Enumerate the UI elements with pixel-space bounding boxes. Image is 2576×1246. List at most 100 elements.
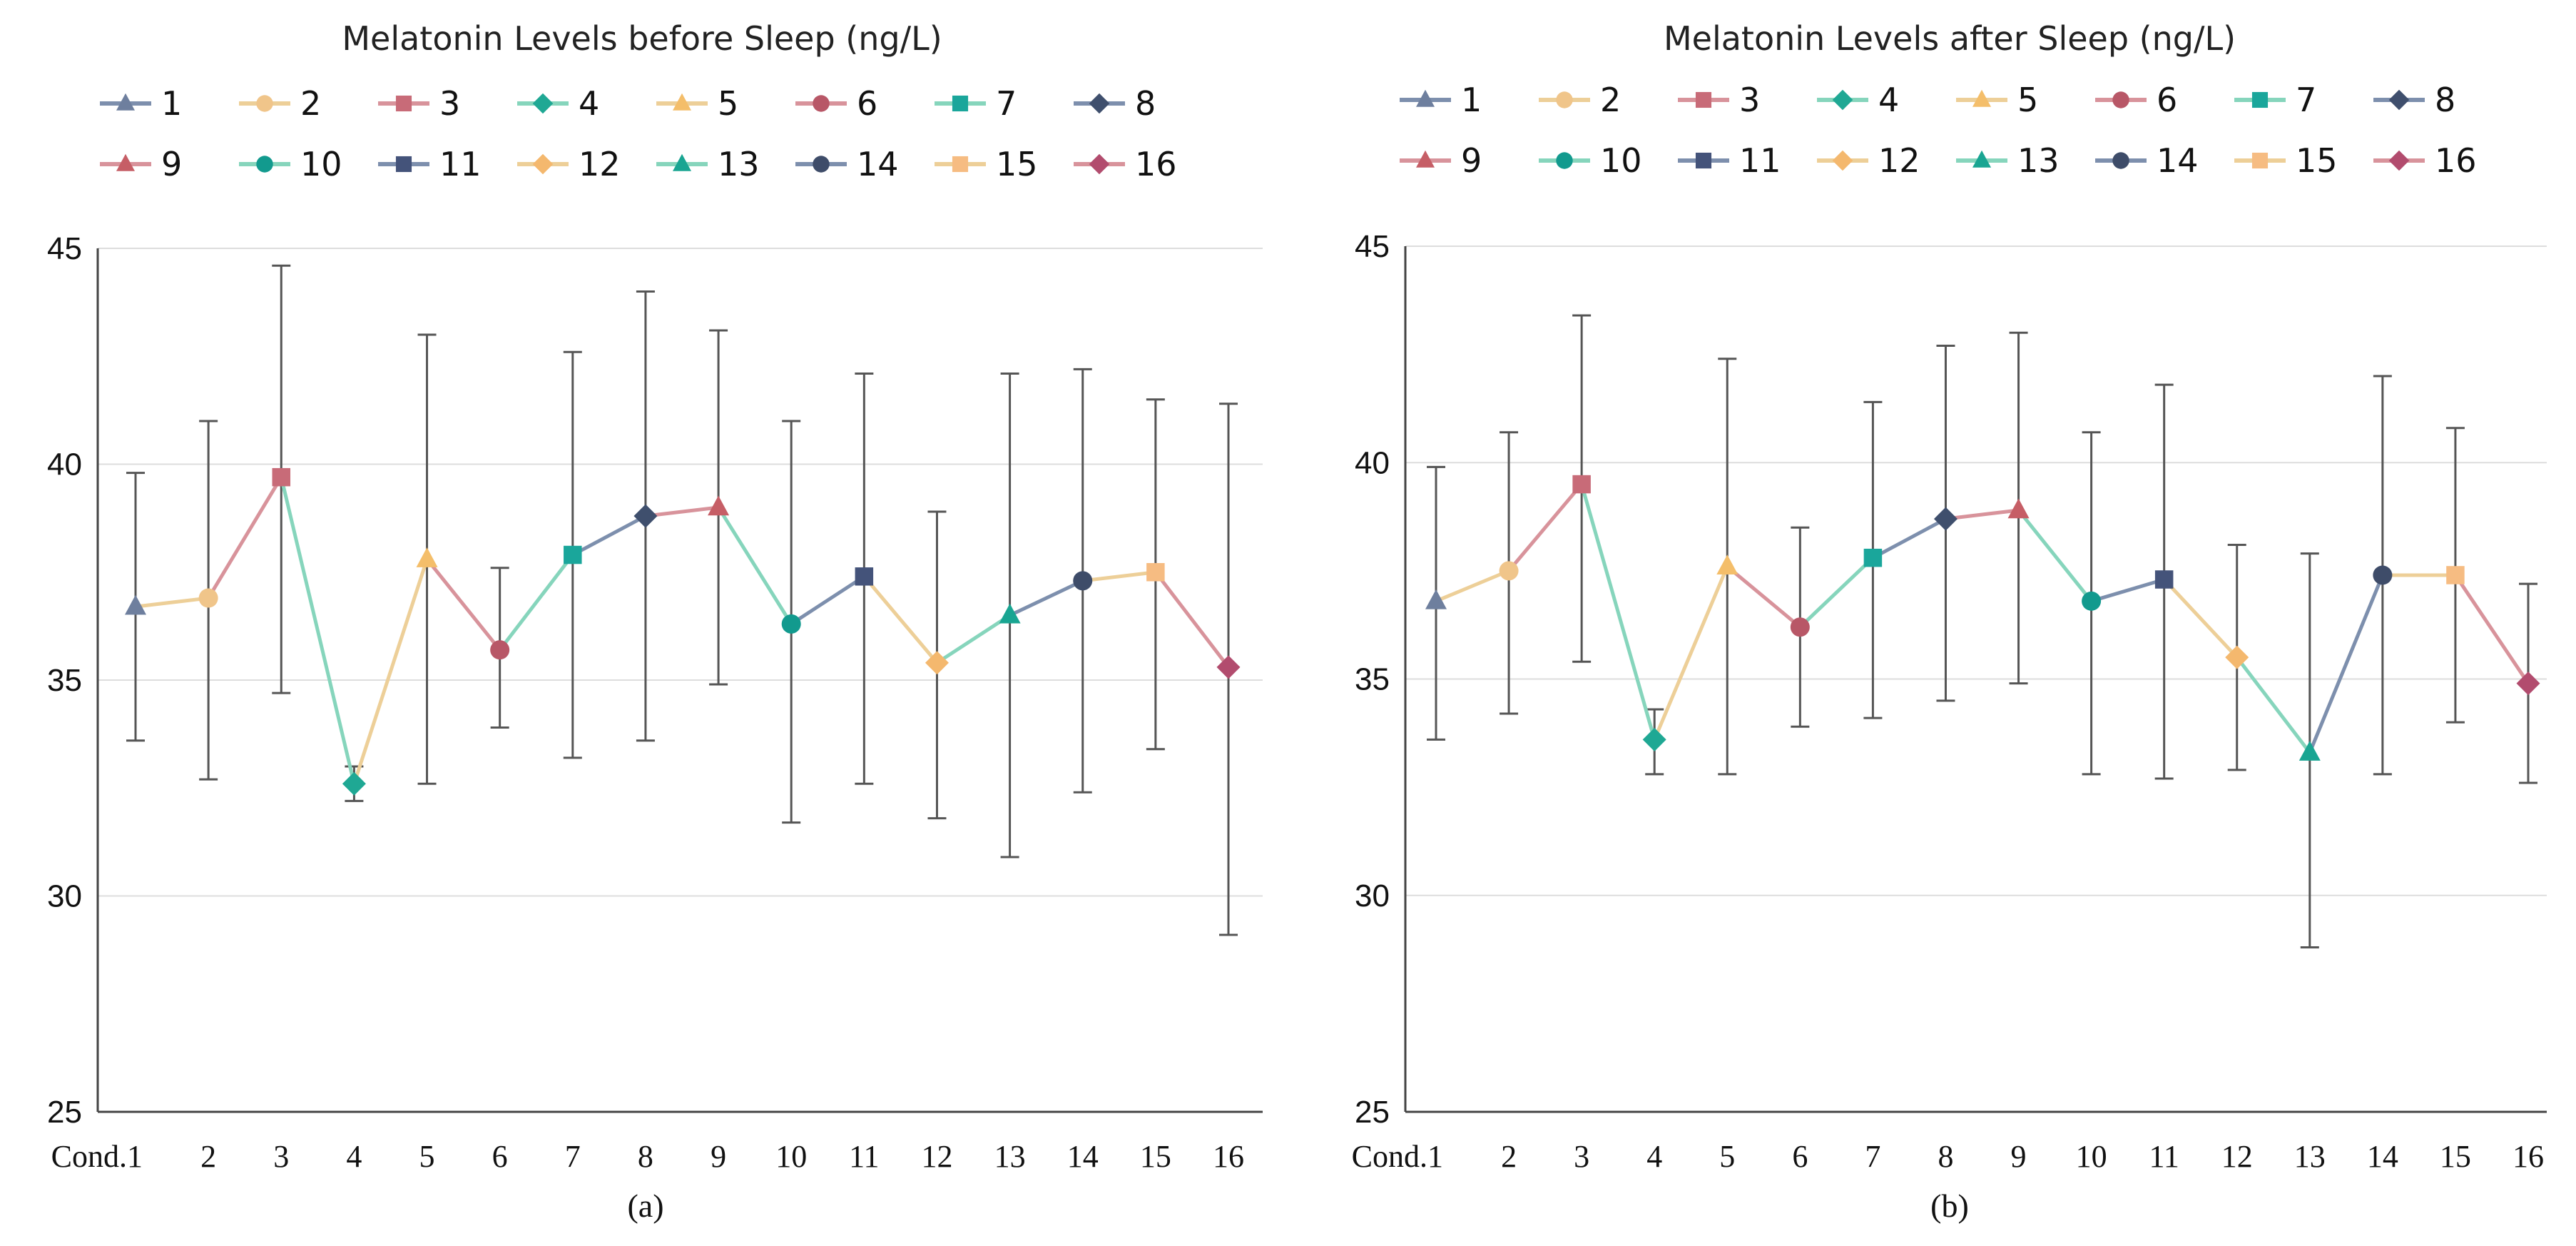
- legend-entry-before-16: 16: [1074, 145, 1177, 183]
- series-line-before-4-5: [352, 557, 429, 786]
- legend-label: 3: [1739, 81, 1760, 119]
- legend-entry-after-10: 10: [1539, 141, 1642, 180]
- series-line-after-4-5: [1652, 564, 1729, 741]
- legend-marker-swatch: [116, 93, 135, 111]
- legend-marker-swatch: [1695, 152, 1712, 169]
- data-point-before-2: [198, 588, 218, 608]
- series-line-before-2-3: [206, 475, 283, 600]
- series-line-after-9-10: [2017, 508, 2094, 603]
- legend-marker-swatch: [813, 95, 830, 112]
- series-line-before-8-9: [643, 505, 721, 518]
- gridlines-before-sleep: [98, 248, 1263, 897]
- series-line-after-13-14: [2308, 573, 2385, 755]
- x-axis-ticks-before-sleep: Cond.1 2 3 4 5 6 7 8 9 10 11 12 13 14 15 16: [51, 1139, 1244, 1174]
- data-point-before-6: [490, 640, 510, 660]
- legend-label: 9: [1461, 141, 1482, 180]
- data-point-after-10: [2082, 591, 2102, 611]
- legend-marker-swatch: [532, 93, 554, 114]
- legend-label: 2: [300, 84, 321, 123]
- x-tick-label: 7: [1865, 1139, 1880, 1174]
- legend-label: 14: [857, 145, 899, 183]
- legend-label: 5: [2017, 81, 2038, 119]
- legend-marker-swatch: [1832, 89, 1853, 111]
- series-line-before-1-2: [133, 596, 210, 609]
- x-tick-label: 15: [1140, 1139, 1171, 1174]
- x-tick-label: 14: [1067, 1139, 1099, 1174]
- data-point-before-3: [272, 467, 291, 487]
- legend-marker-swatch: [1695, 91, 1712, 108]
- legend-entry-after-14: 14: [2095, 141, 2199, 180]
- x-tick-label: 4: [1646, 1139, 1662, 1174]
- panel-label-b: (b): [1930, 1187, 1969, 1224]
- x-tick-label: 13: [2294, 1139, 2326, 1174]
- x-axis-ticks-after-sleep: Cond.1 2 3 4 5 6 7 8 9 10 11 12 13 14 15 16: [1352, 1139, 2544, 1174]
- legend-entry-after-7: 7: [2234, 81, 2316, 119]
- legend-marker-swatch: [813, 156, 830, 173]
- error-bars-before-sleep: [126, 264, 1238, 936]
- series-line-before-9-10: [716, 505, 793, 626]
- legend-marker-swatch: [1089, 153, 1110, 175]
- legend-marker-swatch: [673, 153, 691, 171]
- x-tick-label: Cond.1: [1352, 1139, 1443, 1174]
- legend-marker-swatch: [2251, 91, 2269, 108]
- legend-label: 13: [718, 145, 760, 183]
- data-point-after-9: [2007, 498, 2030, 519]
- x-tick-label: 7: [565, 1139, 581, 1174]
- legend-label: 10: [1600, 141, 1642, 180]
- legend-marker-swatch: [952, 95, 969, 112]
- data-point-before-12: [925, 651, 949, 675]
- legend-marker-swatch: [673, 93, 691, 111]
- legend-entry-before-12: 12: [517, 145, 621, 183]
- series-line-after-1-2: [1434, 569, 1511, 603]
- data-point-after-12: [2225, 645, 2249, 669]
- legend-entry-before-4: 4: [517, 84, 599, 123]
- legend-entry-after-15: 15: [2234, 141, 2338, 180]
- data-points-after-sleep: [1425, 475, 2540, 761]
- legend-entry-after-5: 5: [1956, 81, 2038, 119]
- legend-label: 16: [1135, 145, 1177, 183]
- data-point-before-9: [708, 495, 730, 516]
- legend-entry-after-16: 16: [2373, 141, 2477, 180]
- x-tick-label: 12: [2221, 1139, 2253, 1174]
- data-points-before-sleep: [125, 467, 1241, 796]
- legend-label: 1: [1461, 81, 1482, 119]
- legend-label: 15: [2296, 141, 2338, 180]
- legend-label: 11: [439, 145, 482, 183]
- legend-marker-swatch: [1972, 89, 1991, 107]
- data-point-before-14: [1073, 571, 1093, 591]
- legend-entry-before-15: 15: [935, 145, 1038, 183]
- legend-entry-before-1: 1: [100, 84, 182, 123]
- legend-entry-before-8: 8: [1074, 84, 1156, 123]
- data-point-after-4: [1642, 727, 1666, 751]
- series-line-before-7-8: [571, 514, 648, 557]
- x-tick-label: 14: [2367, 1139, 2398, 1174]
- x-tick-label: 5: [419, 1139, 435, 1174]
- legend-label: 11: [1739, 141, 1781, 180]
- legend-entry-after-1: 1: [1400, 81, 1482, 119]
- legend-entry-before-3: 3: [378, 84, 460, 123]
- legend-label: 16: [2435, 141, 2477, 180]
- legend-marker-swatch: [1089, 93, 1110, 114]
- legend-label: 6: [857, 84, 877, 123]
- x-tick-label: 16: [2513, 1139, 2544, 1174]
- legend-marker-swatch: [1416, 89, 1435, 107]
- y-tick-label: 40: [1355, 445, 1390, 480]
- legend-marker-swatch: [2112, 91, 2129, 108]
- data-point-after-3: [1572, 475, 1591, 494]
- x-tick-label: 9: [2011, 1139, 2027, 1174]
- legend-entry-before-7: 7: [935, 84, 1017, 123]
- data-point-after-6: [1790, 617, 1810, 637]
- chart-title-after-sleep: Melatonin Levels after Sleep (ng/L): [1664, 19, 2236, 58]
- x-tick-label: 9: [711, 1139, 726, 1174]
- data-point-before-7: [564, 545, 582, 564]
- x-tick-label: 16: [1213, 1139, 1244, 1174]
- data-point-after-2: [1499, 561, 1519, 581]
- x-tick-label: 8: [638, 1139, 653, 1174]
- x-tick-label: 12: [921, 1139, 952, 1174]
- legend-label: 5: [718, 84, 738, 123]
- legend-entry-before-13: 13: [656, 145, 760, 183]
- series-lines-before-sleep: [133, 475, 1231, 786]
- x-tick-label: 4: [346, 1139, 362, 1174]
